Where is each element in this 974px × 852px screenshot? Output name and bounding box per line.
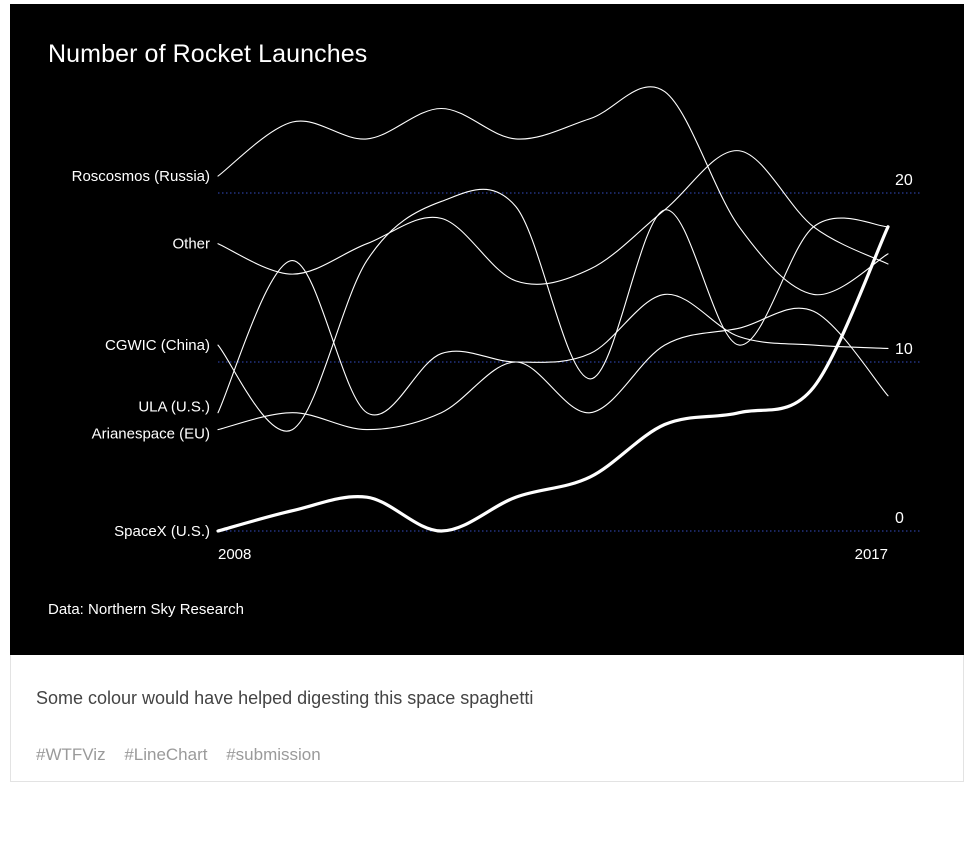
x-tick-label: 2017 <box>855 546 888 563</box>
series-line <box>216 225 890 533</box>
series-line <box>217 307 889 431</box>
y-tick-label: 20 <box>895 172 913 189</box>
line-chart: 0 10 20 2008 2017 Roscosmos (Russia) Other CGWI… <box>72 86 920 563</box>
series-line <box>217 150 889 285</box>
post-caption: Some colour would have helped digesting … <box>36 688 534 708</box>
chart-panel: 0 10 20 2008 2017 Roscosmos (Russia) Other CGWI… <box>10 4 964 655</box>
y-tick-label: 10 <box>895 341 913 358</box>
series-line <box>217 260 889 416</box>
tag-link[interactable]: #WTFViz <box>36 745 106 764</box>
series-label: ULA (U.S.) <box>138 399 210 416</box>
series-label: Arianespace (EU) <box>92 426 210 443</box>
tag-link[interactable]: #LineChart <box>124 745 208 764</box>
tag-list: #WTFViz #LineChart #submission <box>36 745 335 765</box>
series-label: SpaceX (U.S.) <box>114 523 210 540</box>
y-tick-label: 0 <box>895 510 904 527</box>
series-label: CGWIC (China) <box>105 337 210 354</box>
series-line <box>217 86 889 296</box>
chart-source: Data: Northern Sky Research <box>48 601 244 618</box>
series-line <box>217 188 889 432</box>
tag-link[interactable]: #submission <box>226 745 321 764</box>
x-tick-label: 2008 <box>218 546 251 563</box>
series-label: Other <box>172 236 210 253</box>
chart-title: Number of Rocket Launches <box>48 40 368 68</box>
series-label: Roscosmos (Russia) <box>72 168 210 185</box>
